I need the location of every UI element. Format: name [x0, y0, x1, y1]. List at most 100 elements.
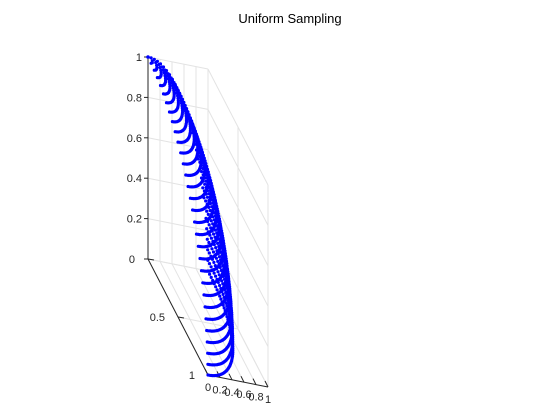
data-points	[146, 55, 235, 378]
data-point	[210, 229, 214, 233]
data-point	[220, 253, 224, 257]
data-point	[203, 167, 207, 171]
data-point	[221, 292, 225, 296]
data-point	[228, 328, 233, 332]
data-point	[181, 162, 185, 166]
grid-line	[177, 316, 239, 330]
axes	[144, 56, 269, 388]
data-point	[218, 240, 222, 244]
data-point	[205, 202, 209, 206]
data-point	[220, 271, 225, 276]
data-point	[216, 234, 220, 238]
data-point	[201, 166, 205, 171]
y-tick-mark	[177, 316, 185, 319]
data-point	[194, 148, 199, 152]
data-point	[221, 282, 225, 286]
data-point	[202, 189, 206, 193]
data-point	[208, 272, 212, 276]
grid-line	[207, 109, 269, 226]
data-point	[155, 76, 159, 80]
data-point	[224, 301, 228, 305]
data-point	[213, 214, 218, 218]
data-point	[213, 264, 217, 268]
data-point	[214, 285, 218, 289]
data-point	[222, 259, 226, 263]
data-point	[192, 134, 196, 138]
x-tick-label: 1	[265, 394, 271, 406]
data-point	[196, 151, 200, 155]
data-point	[214, 274, 218, 278]
data-point	[209, 275, 213, 279]
data-point	[222, 266, 226, 270]
y-tick-label: 1	[189, 370, 195, 382]
tick-labels: 0 0.20.40.60.8 100.510.20.40.60.81	[127, 52, 271, 406]
data-point	[226, 299, 230, 303]
data-point	[212, 271, 216, 275]
data-point	[188, 196, 192, 200]
data-point	[212, 225, 216, 229]
data-point	[149, 61, 153, 65]
data-point	[209, 236, 213, 240]
data-point	[222, 295, 226, 299]
data-point	[213, 228, 217, 232]
data-point	[217, 244, 221, 248]
data-point	[218, 265, 222, 270]
data-point	[193, 220, 197, 224]
data-point	[215, 249, 219, 253]
data-point	[205, 195, 210, 199]
data-point	[204, 199, 208, 203]
data-point	[210, 205, 214, 209]
data-point	[216, 227, 220, 231]
z-tick-label: 0.2	[127, 214, 142, 226]
data-point	[201, 173, 205, 177]
data-point	[186, 115, 190, 119]
data-point	[219, 243, 223, 247]
data-point	[217, 273, 221, 277]
data-point	[180, 97, 184, 101]
data-point	[219, 258, 223, 262]
data-point	[226, 280, 230, 284]
data-point	[159, 68, 163, 72]
data-point	[220, 279, 224, 283]
data-point	[207, 198, 211, 203]
data-point	[194, 232, 199, 236]
data-point	[198, 256, 202, 261]
data-point	[163, 74, 167, 78]
data-point	[205, 227, 209, 231]
data-point	[158, 62, 163, 66]
data-point	[179, 94, 183, 98]
z-tick-label: 1	[136, 52, 142, 64]
data-point	[229, 330, 233, 335]
data-point	[176, 140, 180, 144]
data-point	[227, 294, 231, 298]
data-point	[207, 251, 211, 255]
data-point	[225, 296, 229, 300]
y-tick-mark	[147, 258, 155, 261]
data-point	[225, 304, 229, 308]
data-point	[217, 262, 221, 266]
data-point	[193, 139, 197, 143]
data-point	[207, 240, 211, 245]
x-tick-label: 0	[205, 382, 211, 394]
data-point	[212, 218, 216, 222]
data-point	[184, 108, 188, 112]
data-point	[219, 297, 223, 301]
data-point	[227, 323, 231, 327]
data-point	[211, 268, 215, 272]
data-point	[204, 192, 208, 196]
data-point	[223, 269, 227, 273]
grid-line	[147, 218, 209, 232]
data-point	[212, 242, 216, 247]
grid-line	[147, 258, 209, 272]
data-point	[194, 142, 198, 146]
data-point	[219, 268, 223, 273]
data-point	[221, 274, 226, 278]
data-point	[202, 293, 206, 297]
data-point	[227, 301, 231, 305]
data-point	[215, 288, 219, 292]
data-point	[210, 247, 214, 251]
data-point	[214, 238, 218, 242]
z-tick-label: 0.4	[127, 173, 142, 185]
data-point	[209, 219, 213, 223]
